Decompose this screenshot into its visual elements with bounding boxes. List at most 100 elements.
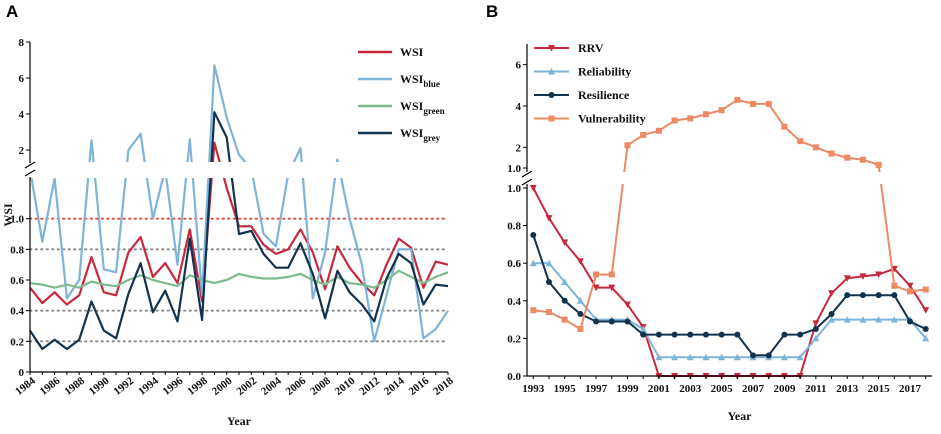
y-tick-label-a: 0.4 <box>10 306 24 318</box>
x-tick-label-b: 2005 <box>711 383 734 395</box>
legend-label-a: WSI <box>400 45 424 59</box>
x-tick-label-a: 2000 <box>210 375 235 398</box>
data-point-rrv <box>812 320 820 327</box>
axis-break-mask-b <box>523 172 531 184</box>
y-tick-label-b: 6 <box>516 60 522 72</box>
x-tick-label-b: 1995 <box>554 383 577 395</box>
data-point-resilience <box>530 232 537 238</box>
data-point-vulnerability <box>545 309 552 316</box>
data-point-reliability <box>859 316 867 323</box>
data-point-resilience <box>608 318 615 325</box>
legend-marker-b <box>548 115 555 122</box>
x-tick-label-a: 2010 <box>333 375 358 398</box>
data-point-rrv <box>922 307 930 314</box>
x-tick-label-a: 2006 <box>284 375 309 398</box>
y-tick-label-b: 0.4 <box>507 296 521 308</box>
data-point-resilience <box>734 331 741 338</box>
legend-label-b: Reliability <box>578 65 631 79</box>
data-point-resilience <box>702 331 709 338</box>
axis-break-b-2 <box>521 178 533 186</box>
y-tick-label-b: 2 <box>516 142 522 154</box>
y-tick-label-a: 0 <box>19 367 25 379</box>
y-tick-label-a: 8 <box>19 37 25 49</box>
legend-marker-b <box>548 92 555 98</box>
data-point-reliability <box>686 353 694 361</box>
y-tick-label-a: 2 <box>19 145 25 157</box>
y-tick-label-a: 6 <box>19 73 25 85</box>
data-point-vulnerability <box>577 326 584 332</box>
y-tick-label-a: 0.2 <box>10 336 24 348</box>
series-line-wsi-blue <box>28 64 449 343</box>
data-point-resilience <box>593 318 600 325</box>
data-point-vulnerability <box>797 138 804 145</box>
legend-label-main: WSI <box>400 126 424 140</box>
x-tick-label-b: 2001 <box>648 383 670 395</box>
data-point-reliability <box>718 353 726 361</box>
legend-label-b: RRV <box>578 41 604 55</box>
panel-a-chart: 0 0.2 0.4 0.6 0.8 1.0 2 4 6 8 1984 1986 1988 1990 1992… <box>1 37 456 428</box>
data-point-reliability <box>828 316 836 323</box>
y-tick-label-b: 1.0 <box>507 183 521 195</box>
legend-label-a: WSIgreen <box>400 99 445 116</box>
legend-label-a: WSIgrey <box>400 126 441 143</box>
data-point-vulnerability <box>624 142 631 149</box>
series-line-reliability <box>533 262 927 359</box>
x-tick-label-b: 1997 <box>585 383 608 395</box>
data-point-rrv <box>828 290 836 297</box>
data-point-vulnerability <box>922 286 929 293</box>
x-tick-label-b: 1999 <box>616 383 639 395</box>
x-tick-label-a: 2004 <box>259 375 284 398</box>
data-point-vulnerability <box>750 100 757 107</box>
data-point-reliability <box>655 353 663 361</box>
series-line-wsi-grey <box>29 111 449 351</box>
data-point-resilience <box>797 331 804 338</box>
data-point-rrv <box>545 215 553 222</box>
legend-label-sub: blue <box>423 79 440 89</box>
data-point-resilience <box>545 279 552 285</box>
data-point-reliability <box>890 316 898 323</box>
y-tick-label-b: 0.6 <box>507 258 521 270</box>
y-tick-label-a: 1.0 <box>10 214 24 226</box>
legend-label-a: WSIblue <box>400 72 440 89</box>
data-point-reliability <box>812 334 820 342</box>
data-point-rrv <box>561 239 569 247</box>
legend-label-b: Resilience <box>578 88 630 102</box>
data-point-reliability <box>843 316 851 323</box>
data-point-reliability <box>576 297 584 304</box>
data-point-resilience <box>907 318 914 325</box>
x-axis-title-a: Year <box>227 414 252 428</box>
data-point-vulnerability <box>561 316 568 323</box>
data-point-vulnerability <box>671 117 678 124</box>
data-point-rrv <box>875 271 883 278</box>
data-point-vulnerability <box>530 307 537 314</box>
series-line-resilience <box>532 234 927 357</box>
data-point-vulnerability <box>781 123 788 130</box>
data-point-vulnerability <box>875 161 882 168</box>
data-point-rrv <box>576 258 584 265</box>
data-point-vulnerability <box>718 107 725 114</box>
data-point-resilience <box>655 331 662 338</box>
legend-label-main: WSI <box>400 99 424 113</box>
x-tick-label-a: 2008 <box>308 375 333 398</box>
series-line-wsi-green <box>29 269 449 289</box>
data-point-vulnerability <box>655 127 662 134</box>
x-tick-label-a: 1990 <box>87 375 112 398</box>
data-point-vulnerability <box>828 150 835 157</box>
x-tick-label-a: 2014 <box>382 375 407 398</box>
x-axis-title-b: Year <box>728 409 753 423</box>
panel-a-label: A <box>6 2 18 21</box>
data-point-resilience <box>922 326 929 332</box>
data-point-vulnerability <box>765 100 772 107</box>
x-tick-label-b: 2003 <box>679 383 702 395</box>
y-axis-title-a: WSI <box>1 203 15 227</box>
legend-label-sub: green <box>423 106 444 116</box>
x-tick-label-b: 1993 <box>522 383 545 395</box>
x-tick-label-b: 2013 <box>836 383 859 395</box>
series-group-b <box>529 96 930 380</box>
axis-break-a-2 <box>24 169 36 177</box>
data-point-reliability <box>545 259 553 267</box>
y-tick-label-a: 0.8 <box>10 244 24 256</box>
data-point-reliability <box>529 259 537 267</box>
x-tick-label-a: 2012 <box>357 375 382 398</box>
